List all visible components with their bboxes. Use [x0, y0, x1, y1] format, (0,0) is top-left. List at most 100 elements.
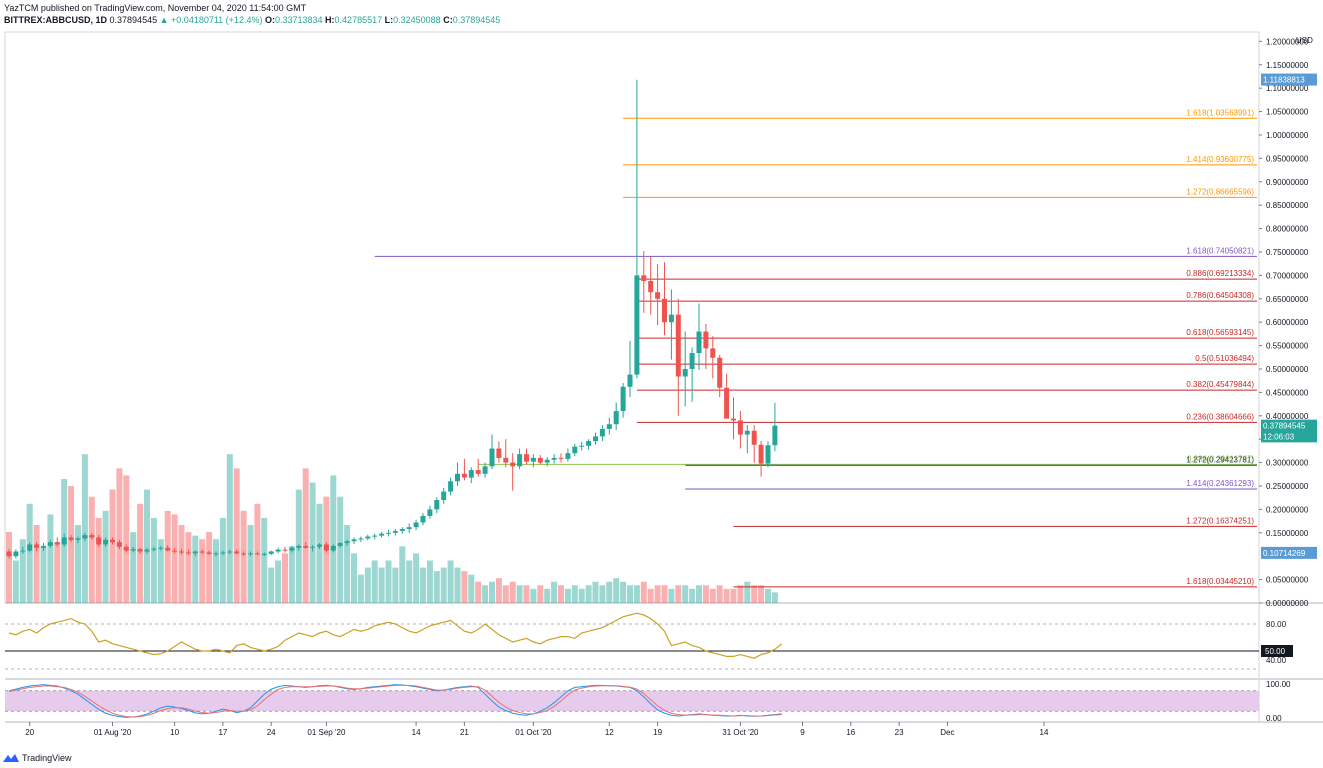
candle-body — [565, 453, 571, 459]
volume-bar — [592, 581, 599, 603]
volume-bar — [571, 585, 578, 603]
y-tick-label: 0.25000000 — [1266, 482, 1309, 491]
candle-body — [254, 553, 260, 555]
volume-bar — [344, 525, 351, 603]
candle-body — [123, 546, 129, 551]
y-tick-label: 0.95000000 — [1266, 154, 1309, 163]
volume-bar — [47, 514, 54, 603]
y-tick-label: 0.40000000 — [1266, 412, 1309, 421]
y-tick-label: 0.75000000 — [1266, 248, 1309, 257]
candle-body — [579, 445, 585, 447]
volume-bar — [185, 532, 192, 603]
volume-bar — [537, 585, 544, 603]
price-tag-label: 0.10714269 — [1263, 549, 1306, 558]
volume-bar — [102, 510, 109, 603]
volume-bar — [475, 581, 482, 603]
y-tick-label: 0.05000000 — [1266, 576, 1309, 585]
candle-body — [47, 542, 53, 546]
candle-body — [268, 551, 274, 554]
volume-bar — [564, 588, 571, 603]
stoch-tick-label: 100.00 — [1266, 680, 1291, 689]
volume-bar — [447, 560, 454, 603]
candle-body — [151, 548, 157, 550]
volume-bar — [613, 578, 620, 603]
candle-body — [358, 538, 364, 540]
price-tag-label: 12:06:03 — [1263, 432, 1295, 441]
volume-bar — [19, 539, 26, 603]
price-tag-bg — [1261, 73, 1317, 86]
x-tick-label: 24 — [267, 728, 276, 737]
fib-level-label: 0.5(0.51036494) — [1195, 354, 1254, 363]
volume-bar — [116, 468, 123, 603]
candle-body — [475, 470, 481, 474]
x-tick-label: 19 — [653, 728, 662, 737]
candle-body — [737, 420, 743, 435]
candle-body — [662, 298, 667, 323]
volume-bar — [378, 567, 385, 603]
candle-body — [399, 529, 405, 531]
candle-body — [551, 457, 557, 460]
fib-level-label: 0.618(0.56593145) — [1186, 328, 1254, 337]
y-axis-unit: USD — [1296, 36, 1313, 45]
volume-bar — [157, 539, 164, 603]
y-tick-label: 0.45000000 — [1266, 388, 1309, 397]
x-tick-label: 9 — [800, 728, 805, 737]
candle-body — [344, 541, 350, 544]
volume-bar — [620, 581, 627, 603]
volume-bar — [716, 585, 723, 603]
candle-body — [144, 549, 150, 552]
volume-bar — [585, 585, 592, 603]
volume-bar — [40, 546, 47, 603]
candle-body — [620, 386, 626, 412]
volume-bar — [12, 560, 19, 603]
volume-bar — [213, 539, 219, 603]
candle-body — [68, 537, 74, 540]
candle-body — [524, 454, 529, 462]
candle-body — [303, 545, 309, 548]
candle-body — [606, 424, 612, 429]
volume-bar — [530, 588, 537, 603]
x-tick-label: 16 — [846, 728, 855, 737]
volume-bar — [309, 482, 316, 603]
symbol-line: BITTREX:ABBCUSD, 1D 0.37894545 ▲ +0.0418… — [4, 15, 500, 25]
candle-body — [406, 527, 412, 530]
volume-bar — [413, 553, 420, 603]
fib-level-label: 1.618(1.03563991) — [1186, 108, 1254, 117]
candle-body — [696, 331, 702, 354]
candle-body — [248, 553, 253, 555]
volume-bar — [371, 560, 378, 603]
candle-body — [75, 538, 81, 540]
y-tick-label: 1.00000000 — [1266, 131, 1309, 140]
volume-bar — [275, 560, 282, 603]
candle-body — [717, 357, 723, 388]
stoch-tick-label: 0.00 — [1266, 714, 1282, 723]
volume-bar — [178, 525, 185, 603]
low-value: 0.32450088 — [393, 15, 441, 25]
volume-bar — [578, 588, 585, 603]
rsi-level-tag-bg — [1261, 645, 1293, 657]
candle-body — [558, 457, 564, 459]
stoch-d-line — [8, 684, 782, 718]
volume-bar — [627, 585, 633, 603]
volume-bar — [765, 588, 771, 603]
volume-bar — [744, 581, 751, 603]
volume-bar — [261, 517, 268, 603]
volume-bar — [675, 585, 682, 603]
y-tick-label: 0.60000000 — [1266, 318, 1309, 327]
volume-bar — [647, 588, 654, 603]
volume-bar — [364, 567, 371, 603]
candle-body — [206, 552, 212, 554]
volume-bar — [696, 585, 702, 603]
rsi-line — [8, 612, 783, 659]
volume-bar — [640, 581, 647, 603]
candle-body — [599, 428, 605, 437]
candle-body — [61, 537, 67, 545]
volume-bar — [399, 546, 406, 603]
volume-bar — [68, 486, 75, 603]
candle-body — [351, 539, 357, 542]
volume-bar — [599, 585, 606, 603]
y-tick-label: 0.30000000 — [1266, 459, 1309, 468]
volume-bar — [226, 454, 233, 603]
volume-bar — [454, 567, 461, 603]
